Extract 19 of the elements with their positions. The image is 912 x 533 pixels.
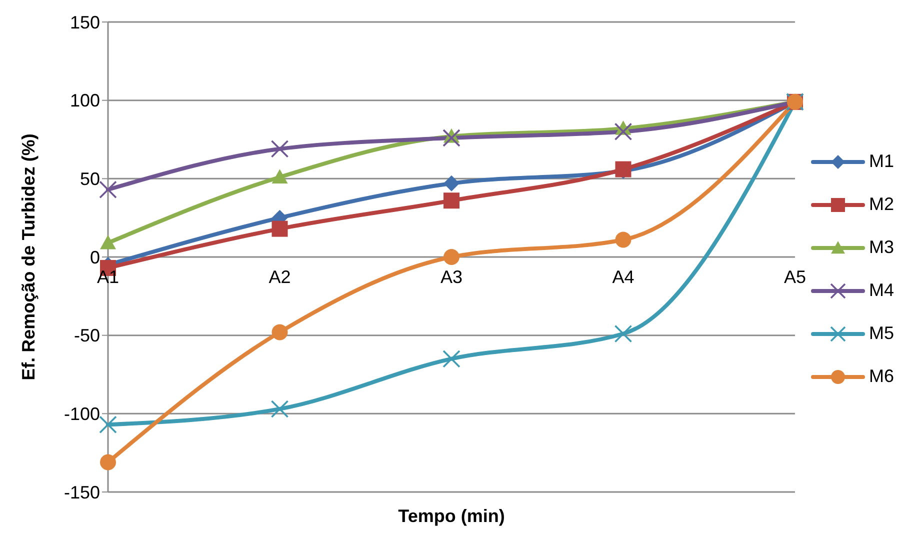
x-axis-title: Tempo (min): [398, 506, 505, 526]
x-tick-label: A2: [268, 267, 291, 287]
y-tick-label: 0: [90, 247, 100, 268]
legend-label: M6: [868, 366, 894, 387]
y-tick-label: 50: [80, 169, 100, 190]
legend-label: M4: [868, 280, 894, 301]
y-tick-label: -100: [64, 404, 100, 424]
x-tick-label: A4: [612, 267, 634, 287]
legend-label: M1: [868, 151, 894, 172]
y-tick-label: 100: [70, 90, 100, 111]
legend-label: M5: [868, 323, 894, 344]
y-tick-label: 150: [70, 12, 100, 32]
legend-label: M2: [868, 194, 894, 215]
legend-label: M3: [868, 237, 894, 258]
x-tick-label: A5: [784, 267, 806, 287]
y-axis-title: Ef. Remoção de Turbidez (%): [18, 134, 38, 380]
y-tick-label: -150: [64, 482, 100, 502]
y-tick-label: -50: [74, 326, 100, 346]
x-tick-label: A3: [440, 267, 463, 287]
